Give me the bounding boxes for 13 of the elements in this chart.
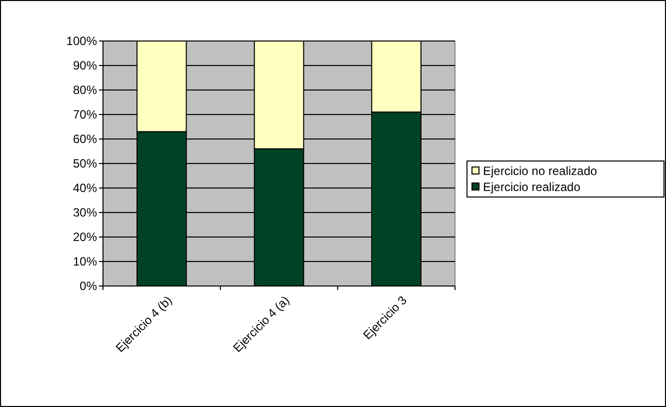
y-tick-label: 90% [72, 58, 98, 73]
y-tick-label: 80% [72, 83, 98, 98]
y-tick-label: 60% [72, 132, 98, 146]
y-tick-label: 40% [72, 181, 98, 196]
legend-label: Ejercicio realizado [483, 180, 581, 194]
y-tick-label: 20% [72, 230, 98, 244]
legend-label: Ejercicio no realizado [483, 164, 598, 178]
y-tick-label: 30% [72, 206, 98, 220]
y-tick-label: 100% [66, 34, 98, 48]
y-tick-label: 0% [80, 279, 98, 294]
y-tick-label: 70% [72, 108, 98, 122]
y-tick-label: 50% [72, 156, 98, 171]
y-tick-label: 10% [72, 254, 98, 269]
